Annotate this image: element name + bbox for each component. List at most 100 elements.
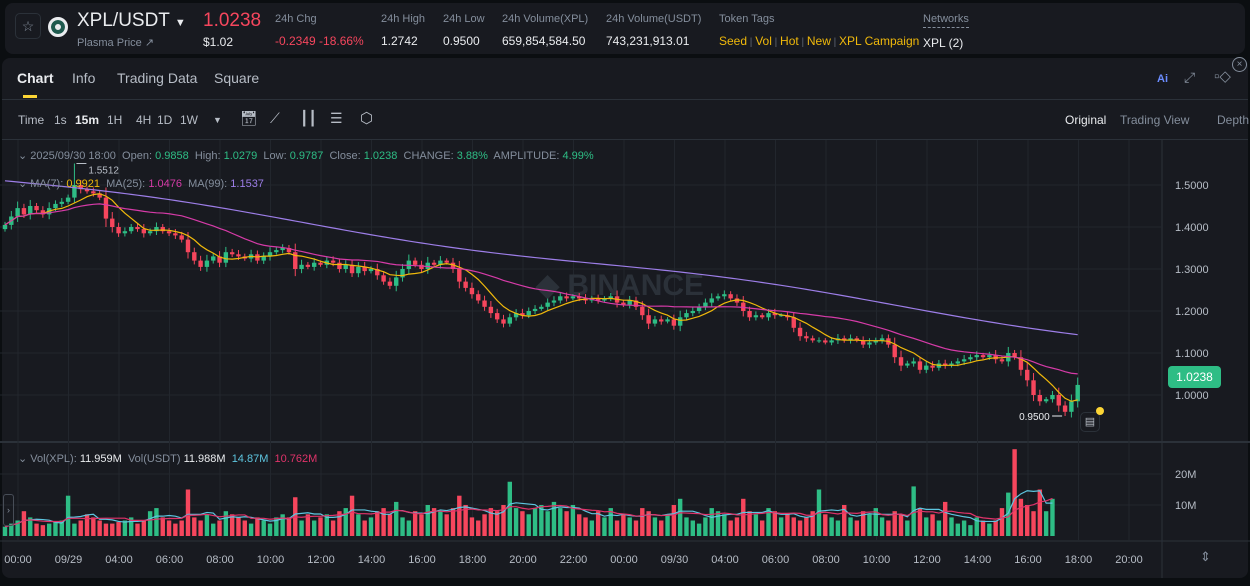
auto-scale-icon[interactable]: ⇕ <box>1200 549 1211 564</box>
volume-bar <box>173 523 178 536</box>
volume-bar <box>412 511 418 536</box>
candle-body <box>59 201 64 204</box>
candle-body <box>173 233 178 236</box>
volume-bar <box>482 514 487 536</box>
indicator-icon[interactable]: ⟋ <box>270 110 280 126</box>
volume-bar <box>381 508 386 536</box>
token-tag[interactable]: Seed <box>719 34 748 48</box>
time-tick: 12:00 <box>307 554 335 566</box>
stat-label: 24h Volume(XPL) <box>502 13 589 25</box>
volume-bar <box>886 520 891 536</box>
candle-body <box>381 275 386 282</box>
close-icon[interactable]: × <box>1232 57 1247 72</box>
volume-bar <box>450 508 456 536</box>
interval-1W[interactable]: 1W <box>180 113 198 127</box>
candle-body <box>810 338 815 341</box>
volume-bar <box>507 481 512 536</box>
candle-body <box>318 262 323 265</box>
interval-more-icon[interactable]: ▼ <box>213 115 222 125</box>
scroll-left-handle[interactable]: › <box>3 494 14 526</box>
ma-legend: ⌄ MA(7): 0.9921 MA(25): 1.0476 MA(99): 1… <box>18 177 264 190</box>
candle-body <box>1012 353 1017 358</box>
volume-bar <box>103 523 109 536</box>
time-tick: 18:00 <box>459 554 487 566</box>
volume-bar <box>15 520 20 536</box>
plasma-price-link[interactable]: Plasma Price ↗ <box>77 37 155 49</box>
token-tags: Seed | Vol | Hot | New | XPL Campaign <box>719 34 920 48</box>
candle-body <box>633 300 639 307</box>
token-tag[interactable]: XPL Campaign <box>839 34 920 48</box>
view-trading-view[interactable]: Trading View <box>1120 113 1190 127</box>
collapse-icon[interactable]: ⌄ <box>18 150 28 162</box>
volume-bar <box>375 511 380 536</box>
tab-chart[interactable]: Chart <box>17 70 54 86</box>
candle-body <box>1056 395 1061 406</box>
tab-square[interactable]: Square <box>214 70 260 86</box>
token-tag[interactable]: Hot <box>780 34 799 48</box>
token-tag[interactable]: New <box>806 34 831 48</box>
collapse-icon[interactable]: ⌄ <box>18 453 28 465</box>
volume-bar <box>431 508 437 536</box>
volume-bar <box>1043 511 1049 536</box>
interval-1H[interactable]: 1H <box>107 113 123 127</box>
interval-15m[interactable]: 15m <box>75 113 100 127</box>
vol-usdt-value: 11.988M <box>183 453 226 465</box>
volume-bar <box>46 523 52 536</box>
time-tick: 14:00 <box>964 554 992 566</box>
volume-bar <box>394 501 399 536</box>
candle-body <box>652 319 658 324</box>
stat-label: 24h Volume(USDT) <box>606 13 702 25</box>
volume-bar <box>677 498 683 536</box>
view-depth[interactable]: Depth <box>1217 113 1250 127</box>
volume-bar <box>842 505 847 536</box>
hexagon-settings-icon[interactable]: ⬡ <box>360 110 374 127</box>
candlestick-chart[interactable]: 1.5000 1.4000 1.3000 1.2000 1.1000 1.0000 20M 1… <box>0 140 1250 580</box>
volume-bar <box>640 508 645 536</box>
interval-1s[interactable]: 1s <box>54 113 67 127</box>
candle-body <box>450 262 456 269</box>
tab-trading-data[interactable]: Trading Data <box>117 70 198 86</box>
volume-bar <box>1037 489 1043 536</box>
token-tag[interactable]: Vol <box>755 34 772 48</box>
volume-bar <box>778 517 784 536</box>
volume-bar <box>255 517 260 536</box>
candle-body <box>722 294 727 297</box>
tab-info[interactable]: Info <box>72 70 96 86</box>
volume-bar <box>545 511 550 536</box>
volume-bar <box>722 514 727 536</box>
volume-bar <box>1025 505 1030 536</box>
volume-bar <box>993 520 998 536</box>
settings-list-icon[interactable]: ☰ <box>330 110 343 126</box>
token-logo <box>48 17 68 37</box>
favorite-button[interactable]: ☆ <box>15 13 41 39</box>
interval-4H[interactable]: 4H <box>136 113 152 127</box>
high-value: 1.0279 <box>223 150 258 162</box>
collapse-icon[interactable]: ⌄ <box>18 178 28 190</box>
ai-button[interactable]: Ai <box>1157 73 1168 85</box>
candle-type-icon[interactable]: ┃┃ <box>300 110 317 126</box>
ticker-header: ☆ XPL/USDT ▼ Plasma Price ↗ 1.0238 $1.02… <box>5 3 1245 54</box>
volume-bar <box>21 511 27 536</box>
candle-body <box>349 264 355 274</box>
candle-body <box>677 317 683 326</box>
candle-body <box>72 185 77 198</box>
pair-selector[interactable]: XPL/USDT ▼ <box>77 10 186 32</box>
stat-label: 24h High <box>381 13 426 25</box>
candle-body <box>122 231 128 234</box>
change-label: CHANGE: <box>403 150 454 162</box>
view-original[interactable]: Original <box>1065 113 1107 127</box>
volume-bar <box>318 517 323 536</box>
interval-1D[interactable]: 1D <box>157 113 173 127</box>
candle-body <box>766 313 771 318</box>
expand-icon[interactable]: ⤢ <box>1184 69 1196 85</box>
date-range-icon[interactable]: 📅︎ <box>240 110 258 126</box>
volume-bar <box>646 511 651 536</box>
news-icon[interactable]: ▤ <box>1080 412 1100 432</box>
layout-icon[interactable]: ▫◇ <box>1214 68 1231 85</box>
candle-body <box>97 193 102 198</box>
candle-body <box>476 294 481 301</box>
candle-body <box>412 260 418 265</box>
candle-body <box>577 296 582 299</box>
candle-body <box>343 264 348 269</box>
networks-value[interactable]: XPL (2) <box>923 36 964 50</box>
